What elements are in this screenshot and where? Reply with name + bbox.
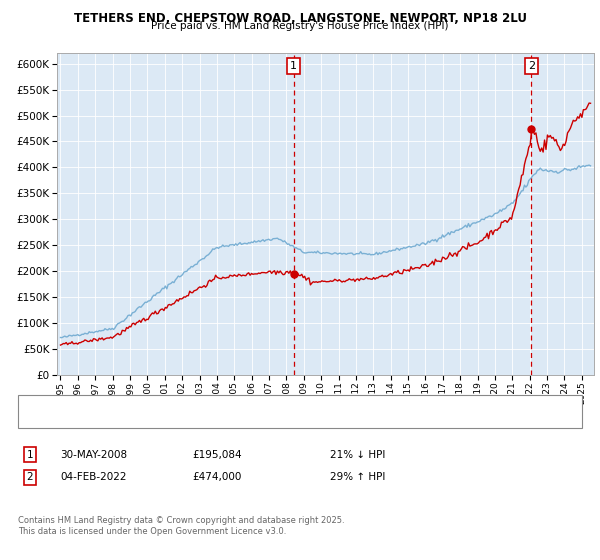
Text: 2: 2 xyxy=(26,472,34,482)
Text: HPI: Average price, detached house, Newport: HPI: Average price, detached house, Newp… xyxy=(57,417,279,427)
Text: This data is licensed under the Open Government Licence v3.0.: This data is licensed under the Open Gov… xyxy=(18,528,286,536)
Text: 2: 2 xyxy=(528,61,535,71)
Text: 30-MAY-2008: 30-MAY-2008 xyxy=(60,450,127,460)
Text: £195,084: £195,084 xyxy=(192,450,242,460)
Text: Price paid vs. HM Land Registry's House Price Index (HPI): Price paid vs. HM Land Registry's House … xyxy=(151,21,449,31)
Text: TETHERS END, CHEPSTOW ROAD, LANGSTONE, NEWPORT, NP18 2LU: TETHERS END, CHEPSTOW ROAD, LANGSTONE, N… xyxy=(74,12,527,25)
Text: Contains HM Land Registry data © Crown copyright and database right 2025.: Contains HM Land Registry data © Crown c… xyxy=(18,516,344,525)
Text: 1: 1 xyxy=(26,450,34,460)
Text: 29% ↑ HPI: 29% ↑ HPI xyxy=(330,472,385,482)
Text: 1: 1 xyxy=(290,61,297,71)
Text: £474,000: £474,000 xyxy=(192,472,241,482)
Text: ——: —— xyxy=(33,417,55,427)
Text: TETHERS END, CHEPSTOW ROAD, LANGSTONE, NEWPORT, NP18 2LU (detached house): TETHERS END, CHEPSTOW ROAD, LANGSTONE, N… xyxy=(57,394,483,404)
Text: 21% ↓ HPI: 21% ↓ HPI xyxy=(330,450,385,460)
Text: ——: —— xyxy=(33,394,55,404)
Text: 04-FEB-2022: 04-FEB-2022 xyxy=(60,472,127,482)
